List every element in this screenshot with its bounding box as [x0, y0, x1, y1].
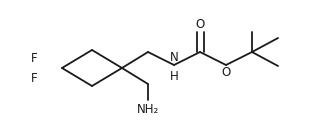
Text: O: O	[195, 18, 205, 31]
Text: H: H	[170, 70, 178, 83]
Text: F: F	[31, 52, 38, 65]
Text: O: O	[221, 66, 231, 79]
Text: N: N	[170, 51, 178, 64]
Text: F: F	[31, 72, 38, 85]
Text: NH₂: NH₂	[137, 103, 159, 116]
